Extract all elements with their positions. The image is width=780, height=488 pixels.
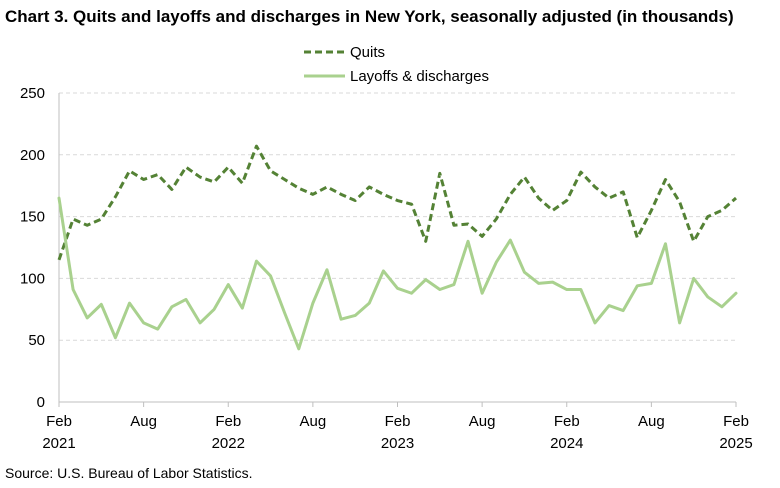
y-tick-label-250: 250 (20, 85, 45, 102)
axes: 0 50 100 150 200 250 Feb 2021 Aug Feb 2022 Aug Feb 20… (20, 85, 753, 452)
x-tick-label-month: Feb (554, 413, 580, 430)
layoffs-discharges-series-line (57, 196, 738, 351)
quits-legend-label: Quits (350, 44, 385, 61)
series-lines (57, 144, 738, 351)
y-tick-label-100: 100 (20, 270, 45, 287)
x-tick-label-year: 2022 (212, 435, 245, 452)
x-tick-label-month: Feb (723, 413, 749, 430)
x-tick-label-month: Feb (46, 413, 72, 430)
x-tick-label-year: 2023 (381, 435, 414, 452)
x-tick-label-year: 2024 (550, 435, 583, 452)
legend: Quits Layoffs & discharges (304, 44, 489, 85)
chart-title: Chart 3. Quits and layoffs and discharge… (5, 7, 734, 26)
x-tick-label-month: Aug (300, 413, 327, 430)
x-tick-label-year: 2025 (719, 435, 752, 452)
x-tick-label-year: 2021 (42, 435, 75, 452)
x-tick-label-month: Feb (215, 413, 241, 430)
y-tick-label-0: 0 (37, 394, 45, 411)
x-tick-label-month: Aug (130, 413, 157, 430)
quits-series-line (57, 144, 737, 261)
y-tick-label-150: 150 (20, 209, 45, 226)
y-tick-label-50: 50 (28, 332, 45, 349)
gridlines (59, 92, 736, 341)
x-tick-label-month: Aug (638, 413, 665, 430)
layoffs-discharges-legend-label: Layoffs & discharges (350, 68, 489, 85)
y-tick-label-200: 200 (20, 147, 45, 164)
x-tick-label-month: Aug (469, 413, 496, 430)
x-tick-label-month: Feb (385, 413, 411, 430)
source-note: Source: U.S. Bureau of Labor Statistics. (5, 465, 253, 481)
